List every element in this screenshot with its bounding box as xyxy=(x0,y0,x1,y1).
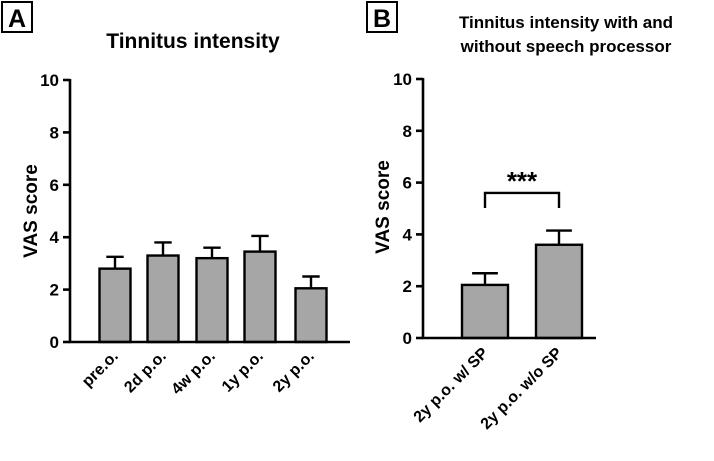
panel-a-category-label-3: 1y p.o. xyxy=(219,348,267,396)
panel-b-category-label-0: 2y p.o. w/ SP xyxy=(411,345,492,426)
panel-a: A Tinnitus intensity VAS score 0 2 4 6 8 10 p… xyxy=(1,1,350,398)
panel-a-y-tick-label-4: 8 xyxy=(50,123,59,142)
panel-a-label: A xyxy=(8,5,26,33)
panel-b-y-ticks: 0 2 4 6 8 10 xyxy=(393,70,423,348)
panel-a-axes xyxy=(68,79,350,344)
panel-b-bar-1 xyxy=(534,243,584,340)
panel-b-bar-0 xyxy=(460,283,510,340)
panel-a-category-label-0: pre.o. xyxy=(79,348,122,391)
panel-b-title-line-1: Tinnitus intensity with and xyxy=(459,13,673,32)
panel-a-y-tick-label-2: 4 xyxy=(50,228,60,247)
panel-b-significance: *** xyxy=(483,166,561,208)
panel-a-category-labels: pre.o. 2d p.o.4w p.o. 1y p.o. 2y p.o. xyxy=(79,348,318,398)
panel-b: B Tinnitus intensity with and without sp… xyxy=(366,1,673,433)
panel-b-label-box xyxy=(366,1,398,33)
panel-a-y-tick-label-5: 10 xyxy=(40,71,59,90)
panel-b-significance-label: *** xyxy=(507,166,538,196)
panel-b-y-tick-label-4: 8 xyxy=(403,122,412,141)
panel-a-y-ticks: 0 2 4 6 8 10 xyxy=(40,71,70,352)
panel-a-bar-2 xyxy=(195,256,229,344)
panel-b-title-line-2: without speech processor xyxy=(460,37,672,56)
panel-a-y-axis-label: VAS score xyxy=(21,164,42,258)
panel-b-y-tick-label-2: 4 xyxy=(403,225,413,244)
panel-a-bar-0 xyxy=(98,267,132,344)
panel-a-y-tick-label-1: 2 xyxy=(50,281,59,300)
panel-a-title: Tinnitus intensity xyxy=(106,30,280,53)
panel-a-bar-3 xyxy=(243,250,277,344)
panel-b-label: B xyxy=(373,5,391,33)
panel-b-y-tick-label-1: 2 xyxy=(403,277,412,296)
panel-b-y-tick-label-5: 10 xyxy=(393,70,412,89)
panel-a-category-label-1: 2d p.o. xyxy=(121,348,169,396)
panel-a-y-tick-label-3: 6 xyxy=(50,176,59,195)
panel-b-bars xyxy=(460,229,584,340)
panel-a-bar-1 xyxy=(146,254,180,344)
panel-b-y-tick-label-0: 0 xyxy=(403,329,412,348)
panel-a-bars xyxy=(98,234,328,344)
panel-b-category-label-1: 2y p.o. w/o SP xyxy=(478,345,566,433)
panel-b-axes xyxy=(421,78,596,340)
panel-a-label-box xyxy=(1,1,33,33)
panel-b-y-tick-label-3: 6 xyxy=(403,174,412,193)
panel-a-y-tick-label-0: 0 xyxy=(50,333,59,352)
panel-a-category-label-2: 4w p.o. xyxy=(168,348,218,398)
panel-b-significance-bracket xyxy=(483,191,561,208)
panel-a-category-label-4: 2y p.o. xyxy=(270,348,318,396)
panel-b-y-axis-label: VAS score xyxy=(373,160,394,254)
panel-a-bar-4 xyxy=(294,287,328,344)
